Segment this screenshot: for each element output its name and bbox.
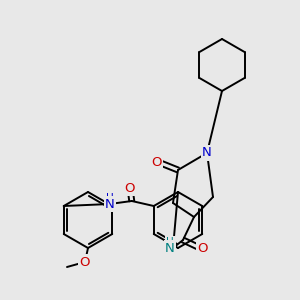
Text: O: O — [80, 256, 90, 268]
Text: O: O — [198, 242, 208, 254]
Text: N: N — [165, 242, 175, 254]
Text: N: N — [105, 197, 115, 211]
Text: O: O — [124, 182, 135, 194]
Text: H: H — [106, 193, 114, 203]
Text: H: H — [166, 237, 174, 247]
Text: N: N — [202, 146, 212, 160]
Text: O: O — [151, 155, 161, 169]
